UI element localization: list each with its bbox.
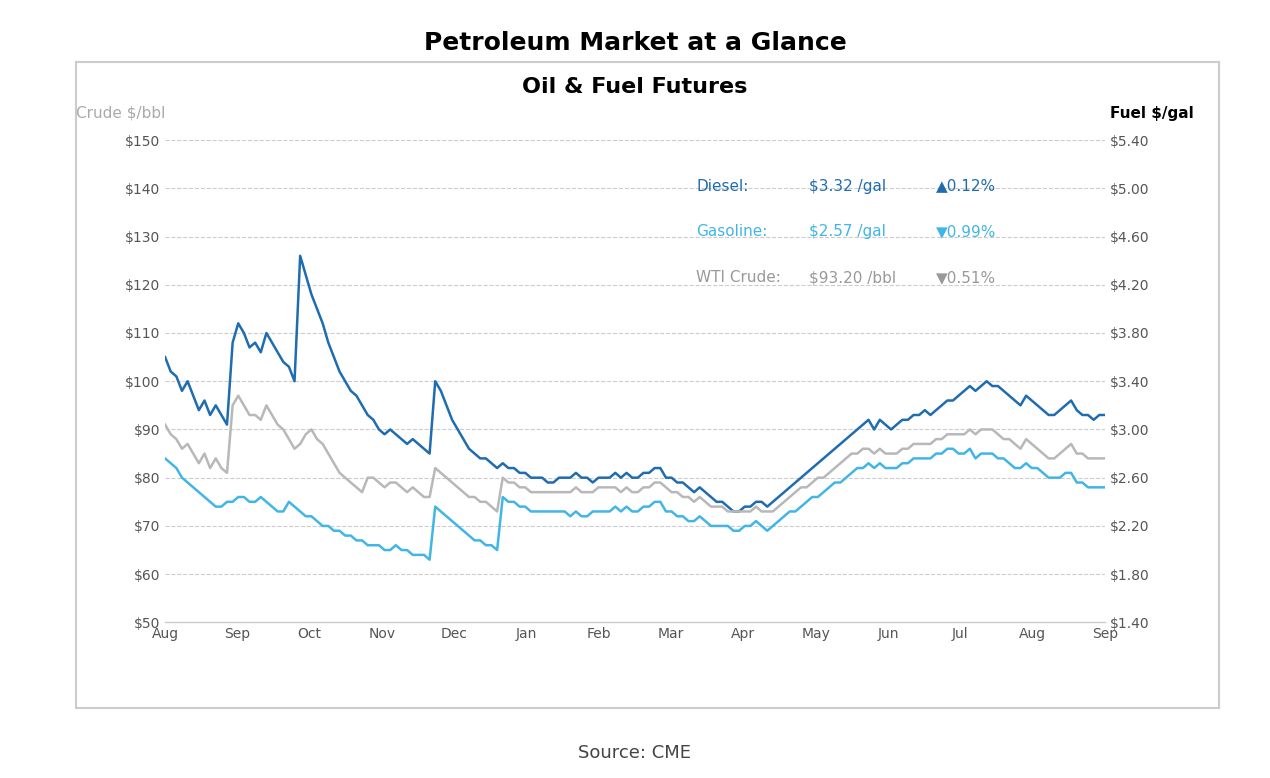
Text: ▲0.12%: ▲0.12% — [936, 179, 996, 194]
Text: Source: CME: Source: CME — [579, 745, 691, 762]
Text: ▼0.99%: ▼0.99% — [936, 224, 996, 240]
Text: $93.20 /bbl: $93.20 /bbl — [809, 270, 897, 286]
Text: Gasoline:: Gasoline: — [696, 224, 767, 240]
Text: Oil & Fuel Futures: Oil & Fuel Futures — [522, 76, 748, 96]
Text: $3.32 /gal: $3.32 /gal — [809, 179, 886, 194]
Text: Fuel $/gal: Fuel $/gal — [1110, 106, 1194, 121]
Text: Crude $/bbl: Crude $/bbl — [76, 106, 165, 121]
Text: Diesel:: Diesel: — [696, 179, 748, 194]
Text: WTI Crude:: WTI Crude: — [696, 270, 781, 286]
Text: $2.57 /gal: $2.57 /gal — [809, 224, 885, 240]
Text: Petroleum Market at a Glance: Petroleum Market at a Glance — [424, 31, 846, 55]
Text: ▼0.51%: ▼0.51% — [936, 270, 996, 286]
